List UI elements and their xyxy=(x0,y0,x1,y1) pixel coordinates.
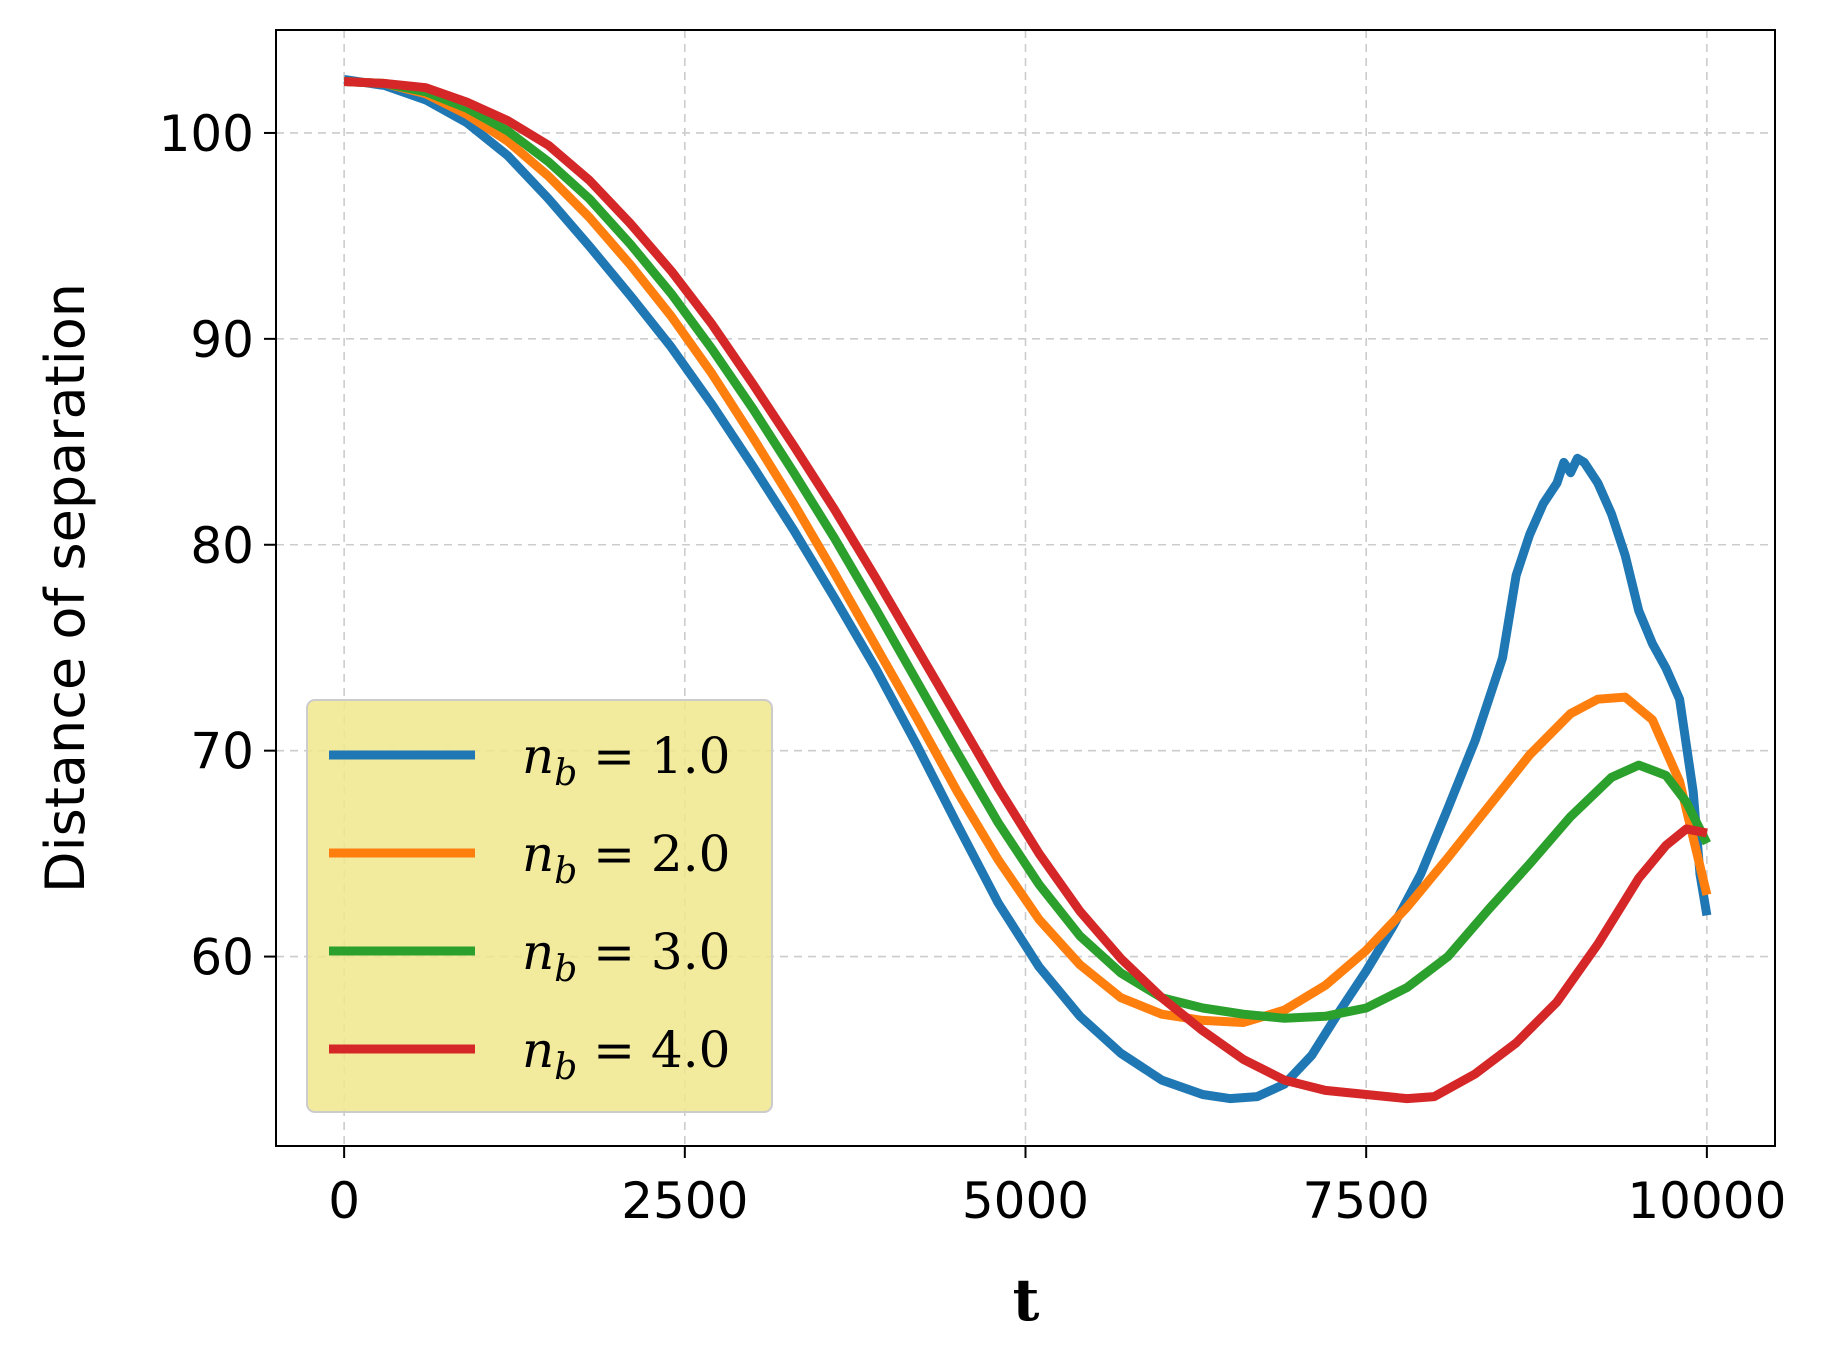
x-axis-label: t xyxy=(1013,1266,1040,1334)
series-line-4 xyxy=(343,77,1708,1104)
y-tick-label: 60 xyxy=(190,929,254,987)
y-tick-label: 80 xyxy=(190,517,254,575)
legend-label-4: nb = 4.0 xyxy=(522,1021,730,1088)
y-tick-label: 100 xyxy=(159,105,254,163)
series-lines xyxy=(343,74,1712,1104)
series-line-2 xyxy=(343,77,1712,1027)
x-tick-label: 5000 xyxy=(962,1172,1089,1230)
y-tick-label: 90 xyxy=(190,311,254,369)
y-tick-label: 70 xyxy=(190,723,254,781)
x-tick-label: 0 xyxy=(328,1172,360,1230)
series-line-3 xyxy=(343,77,1711,1023)
legend-box xyxy=(306,699,773,1113)
x-axis-ticks: 0 2500 5000 7500 10000 xyxy=(328,1146,1786,1230)
x-tick-label: 10000 xyxy=(1627,1172,1786,1230)
y-axis-ticks: 60 70 80 90 100 xyxy=(159,105,276,987)
legend-label-2: nb = 2.0 xyxy=(522,825,730,892)
x-tick-label: 2500 xyxy=(621,1172,748,1230)
series-line-1 xyxy=(343,74,1712,1104)
legend-label-1: nb = 1.0 xyxy=(522,727,730,794)
legend-label-3: nb = 3.0 xyxy=(522,923,730,990)
x-tick-label: 7500 xyxy=(1303,1172,1430,1230)
legend: nb = 1.0 nb = 2.0 nb = 3.0 nb = 4.0 xyxy=(306,699,773,1113)
y-axis-label: Distance of separation xyxy=(34,283,97,893)
